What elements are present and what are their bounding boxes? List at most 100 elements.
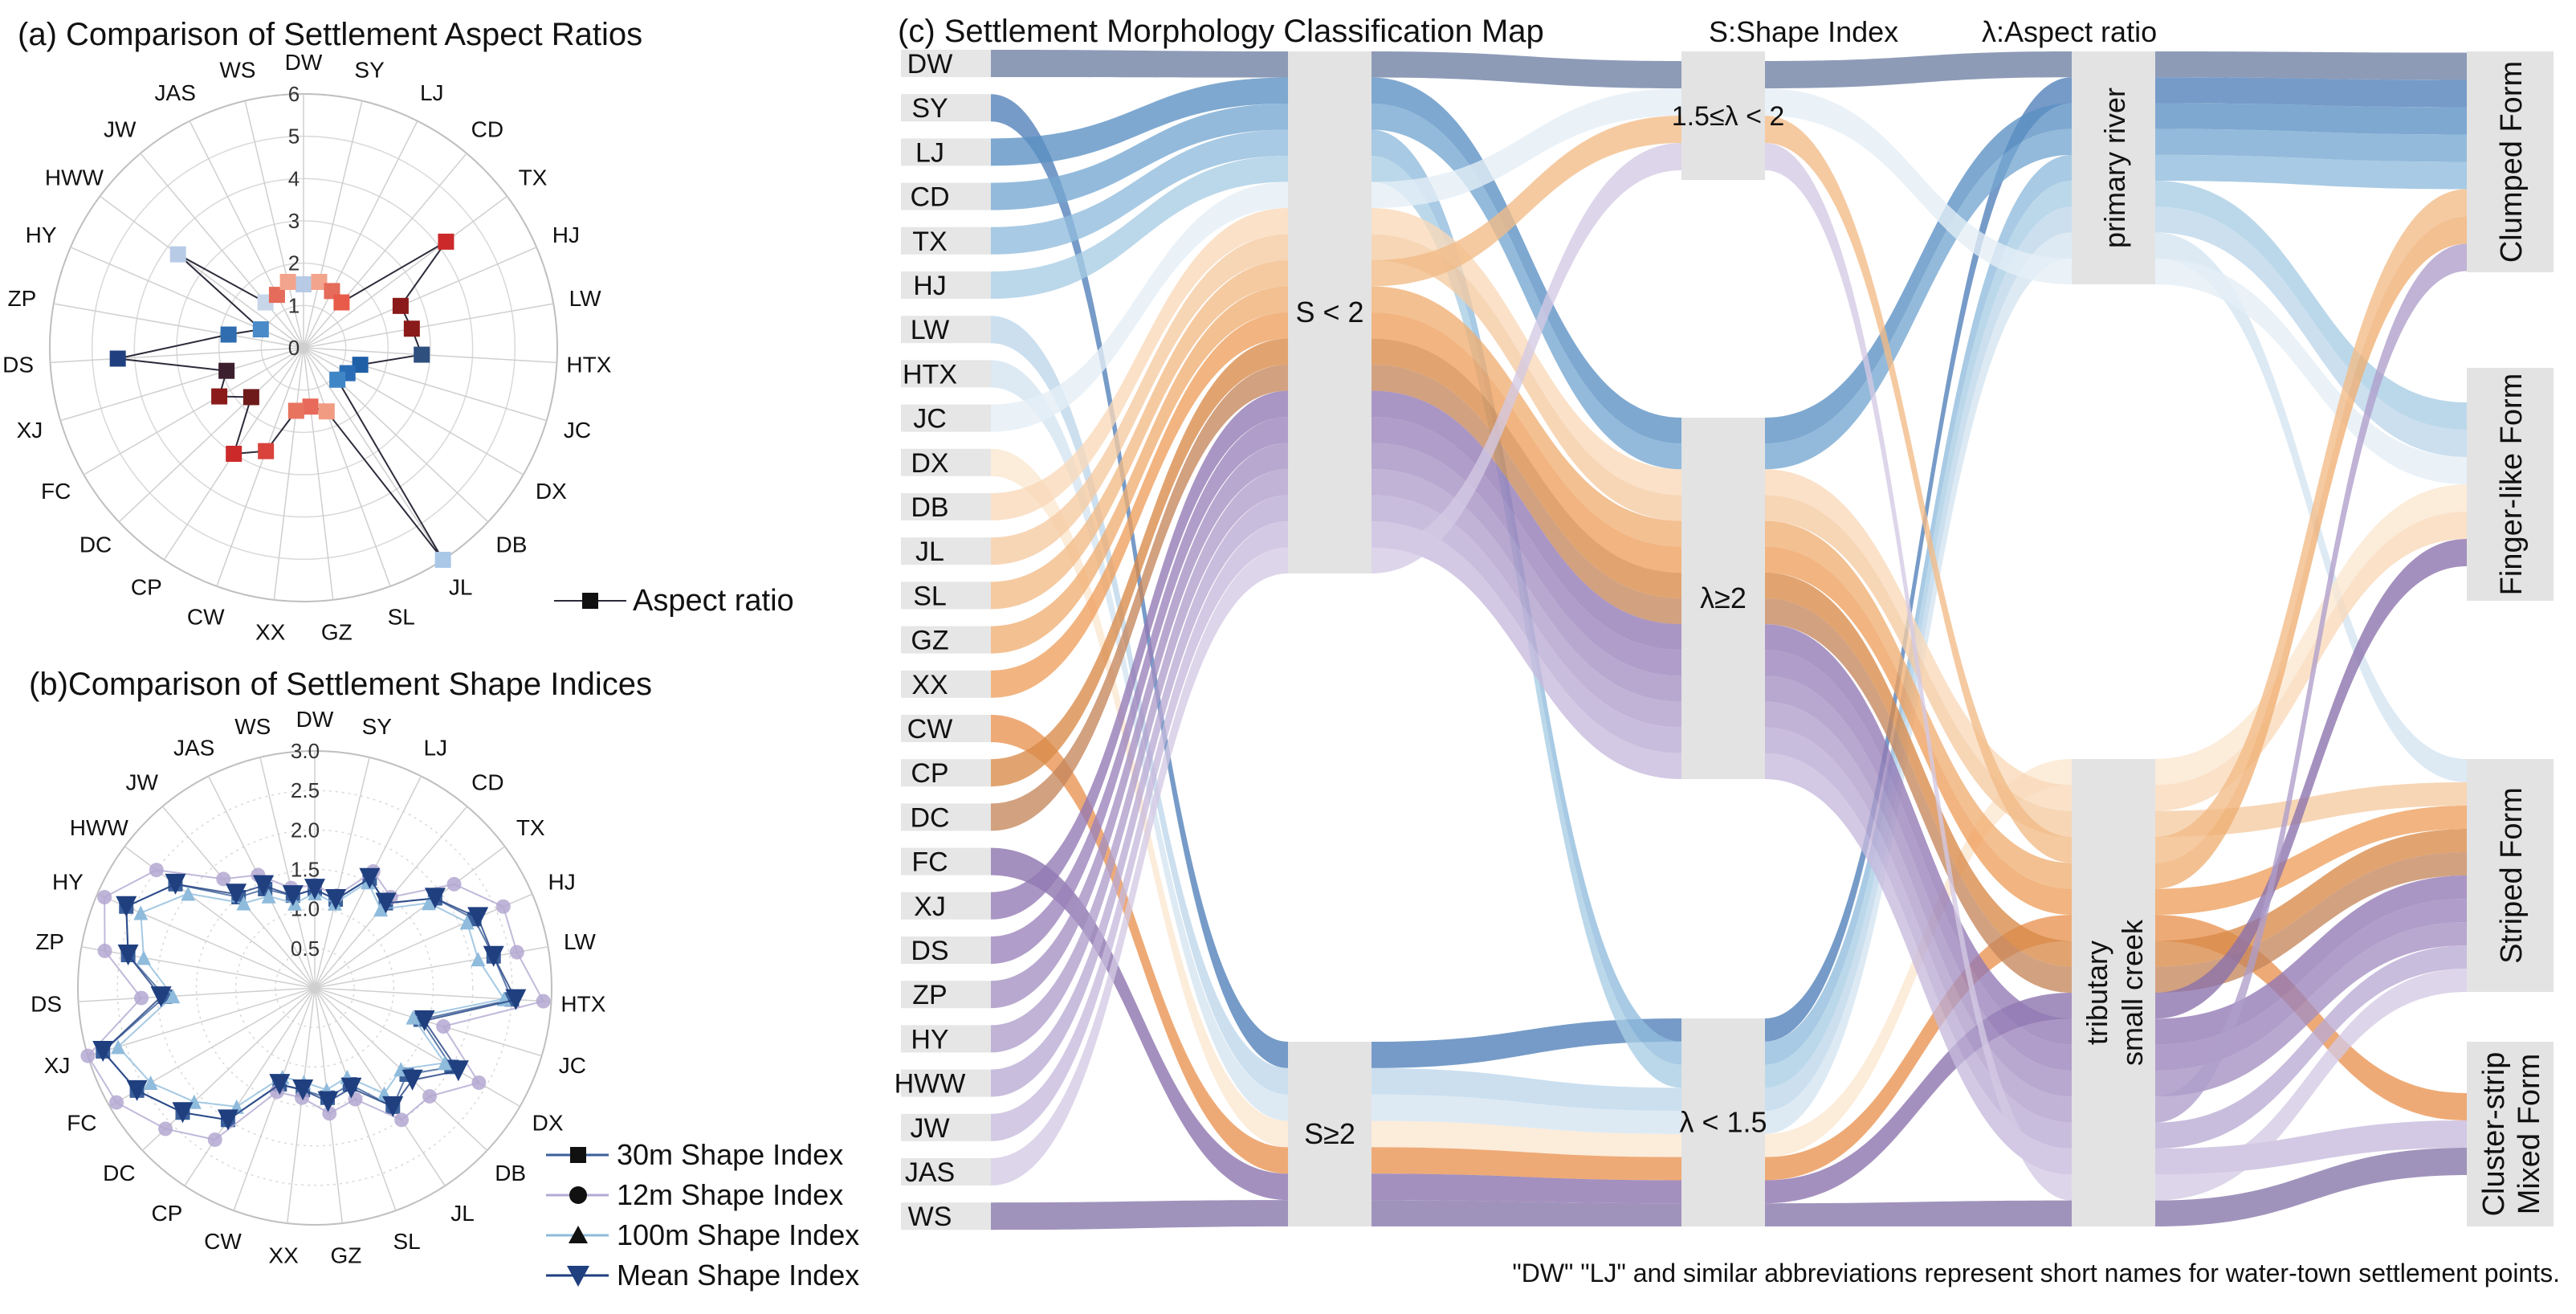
settlement-node: [901, 316, 991, 344]
radar-spoke: [244, 100, 304, 349]
sankey-flow-hy: [1372, 469, 1681, 728]
radar-category-label: WS: [234, 714, 271, 739]
sankey-flow-tx: [1765, 154, 2072, 1065]
radar-category-label: DS: [31, 991, 62, 1016]
sankey-node-clumped-form: [2467, 51, 2554, 272]
shape-marker-triangle-down: [505, 989, 527, 1010]
radar-spoke: [303, 347, 334, 600]
aspect-ratio-marker: [333, 294, 350, 311]
sankey-flow-xx: [1372, 312, 1681, 573]
sankey-flow-cw: [991, 715, 1288, 1174]
shape-legend-marker: [567, 1266, 589, 1287]
shape-legend-marker: [569, 1186, 587, 1204]
sankey-flow-jas: [1765, 143, 2072, 1201]
sankey-flow-lj: [991, 77, 1288, 166]
settlement-label: WS: [908, 1202, 952, 1232]
settlement-node: [901, 360, 991, 388]
radar-tick-label: 4: [288, 166, 300, 190]
sankey-flow-gz: [1765, 520, 2072, 889]
settlement-label: SL: [913, 581, 947, 611]
sankey-flow-hww: [2155, 945, 2467, 1149]
settlement-label: JAS: [905, 1157, 955, 1188]
radar-category-label: HY: [52, 869, 84, 894]
shape-marker-triangle-down: [325, 888, 347, 910]
aspect-ratio-marker: [434, 552, 451, 569]
radar-category-label: CD: [471, 769, 503, 794]
sankey-flow-cd: [991, 104, 1288, 210]
shape-marker-triangle-down: [359, 867, 381, 889]
sankey-flow-cw: [1765, 915, 2072, 1181]
settlement-node: [901, 1025, 991, 1053]
aspect-ratio-radar-chart: (a) Comparison of Settlement Aspect Rati…: [2, 17, 794, 645]
settlement-label: SY: [911, 93, 948, 124]
radar-category-label: GZ: [321, 620, 353, 645]
sankey-flow-dw: [991, 50, 1288, 78]
shape-marker-triangle-down: [253, 875, 275, 896]
shape-marker-circle: [509, 945, 524, 960]
radar-tick-label: 5: [288, 124, 300, 149]
sankey-flow-ds: [1372, 417, 1681, 676]
shape-marker-circle: [149, 863, 164, 878]
settlement-label: XX: [911, 670, 948, 700]
sankey-flow-ds: [991, 417, 1288, 964]
radar-category-label: SY: [362, 714, 393, 739]
radar-tick-label: 1.5: [291, 858, 320, 882]
radar-category-label: HTX: [560, 991, 605, 1016]
sankey-flow-jas: [991, 547, 1288, 1185]
sankey-flow-hj: [2155, 181, 2467, 430]
sankey-flow-jc: [1765, 88, 2072, 284]
shape-series-line: [87, 869, 545, 1141]
aspect-ratio-marker: [169, 246, 186, 263]
radar-category-label: SL: [393, 1229, 420, 1254]
river-node-label: small creek: [2116, 919, 2149, 1066]
shape-marker-triangle: [165, 989, 181, 1004]
river-node-label: tributary: [2081, 941, 2113, 1045]
radar-category-label: DC: [79, 532, 112, 557]
sankey-flow-zp: [1372, 443, 1681, 702]
radar-spoke: [303, 247, 537, 349]
shape-marker-triangle: [437, 1055, 452, 1071]
settlement-node: [901, 1158, 991, 1185]
shape-marker-circle: [394, 1112, 410, 1128]
shape-marker-triangle: [111, 1039, 126, 1055]
radar-category-label: CD: [471, 116, 503, 141]
footnote: "DW" "LJ" and similar abbreviations repr…: [1512, 1259, 2560, 1287]
aspect-ratio-marker: [258, 443, 275, 459]
shape-marker-triangle-down: [282, 885, 304, 907]
aspect-ratio-marker: [218, 362, 235, 379]
radar-spoke: [259, 757, 316, 989]
radar-category-label: JW: [125, 769, 158, 794]
sankey-node-1-5-2: [1681, 51, 1765, 180]
sankey-flow-htx: [1372, 1094, 1681, 1134]
radar-spoke: [303, 120, 418, 349]
sankey-flow-ws: [1765, 1200, 2072, 1226]
radar-category-label: FC: [67, 1111, 96, 1136]
sankey-flow-xj: [2155, 875, 2467, 1045]
settlement-node: [901, 1113, 991, 1141]
shape-marker-triangle-down: [424, 888, 446, 909]
sankey-flow-zp: [1765, 675, 2072, 1097]
shape-marker-triangle: [287, 896, 303, 911]
radar-category-label: WS: [219, 58, 255, 83]
radar-category-label: LJ: [420, 80, 444, 105]
settlement-label: JC: [913, 404, 947, 435]
radar-category-label: JAS: [173, 736, 214, 761]
sankey-flow-zp: [2155, 922, 2467, 1097]
shape-marker-triangle-down: [382, 1096, 404, 1117]
settlement-label: HJ: [913, 271, 947, 301]
radar-tick-label: 1: [288, 293, 300, 317]
aspect-legend-label: Aspect ratio: [633, 584, 794, 618]
sankey-flow-jc: [991, 182, 1288, 432]
sankey-flow-cp: [2155, 829, 2467, 967]
shape-series-line: [101, 877, 517, 1121]
sankey-flow-hww: [1372, 495, 1681, 753]
aspect-legend-marker: [582, 593, 598, 609]
shape-legend-marker: [569, 1226, 588, 1243]
radar-spoke: [303, 347, 557, 364]
sankey-flow-dw: [2155, 51, 2467, 80]
radar-category-label: CW: [204, 1229, 242, 1254]
sankey-flow-jl: [2155, 782, 2467, 837]
sankey-flow-lj: [1765, 103, 2072, 444]
sankey-node-finger-like-form: [2467, 368, 2554, 601]
